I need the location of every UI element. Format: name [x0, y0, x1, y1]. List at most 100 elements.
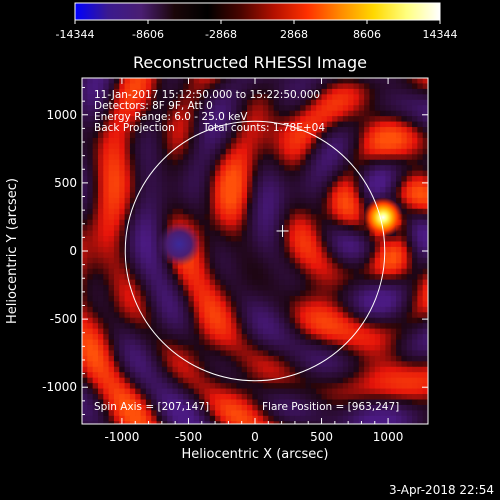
fringe-cell [92, 159, 99, 166]
fringe-cell [87, 241, 94, 248]
fringe-cell [231, 176, 237, 183]
fringe-cell [337, 176, 344, 183]
fringe-cell [305, 377, 312, 384]
fringe-cell [204, 301, 211, 308]
fringe-cell [204, 285, 211, 292]
fringe-cell [215, 274, 221, 281]
fringe-cell [97, 394, 104, 401]
fringe-cell [348, 404, 355, 411]
fringe-cell [401, 355, 408, 362]
fringe-cell [342, 94, 349, 101]
fringe-cell [294, 388, 301, 395]
fringe-cell [401, 295, 408, 303]
fringe-cell [204, 410, 211, 417]
fringe-cell [364, 127, 371, 134]
fringe-cell [369, 137, 376, 144]
fringe-cell [412, 263, 418, 270]
fringe-cell [390, 350, 397, 357]
fringe-cell [103, 214, 110, 221]
fringe-cell [215, 306, 221, 313]
fringe-cell [369, 170, 376, 177]
fringe-cell [215, 214, 221, 221]
fringe-cell [177, 383, 184, 390]
fringe-cell [348, 208, 355, 215]
fringe-cell [412, 274, 418, 281]
fringe-cell [422, 301, 428, 308]
fringe-cell [193, 137, 200, 144]
fringe-cell [284, 355, 291, 362]
fringe-cell [417, 279, 424, 286]
fringe-cell [236, 214, 243, 221]
fringe-cell [364, 404, 371, 411]
fringe-cell [284, 295, 291, 303]
fringe-cell [82, 279, 88, 286]
fringe-cell [113, 344, 120, 352]
fringe-cell [326, 415, 333, 422]
fringe-cell [113, 143, 120, 150]
fringe-cell [417, 246, 424, 253]
fringe-cell [103, 306, 110, 313]
fringe-cell [294, 279, 301, 286]
fringe-cell [337, 301, 344, 308]
fringe-cell [422, 143, 428, 150]
fringe-cell [252, 159, 259, 166]
fringe-cell [273, 263, 280, 270]
fringe-cell [172, 143, 179, 150]
fringe-cell [294, 159, 301, 166]
spin-axis-crosshair [276, 224, 289, 237]
fringe-cell [220, 328, 227, 335]
fringe-cell [348, 197, 355, 204]
fringe-cell [161, 377, 168, 384]
fringe-cell [422, 154, 428, 161]
fringe-cell [87, 99, 94, 106]
fringe-cell [278, 83, 285, 90]
fringe-cell [124, 208, 131, 215]
fringe-cell [225, 410, 232, 417]
fringe-cell [358, 323, 365, 330]
fringe-cell [236, 176, 243, 183]
fringe-cell [268, 274, 275, 281]
fringe-cell [310, 404, 317, 411]
fringe-cell [252, 116, 259, 123]
fringe-cell [401, 192, 408, 199]
fringe-cell [385, 312, 392, 319]
fringe-cell [364, 317, 371, 324]
fringe-cell [353, 148, 360, 155]
fringe-cell [348, 219, 355, 226]
fringe-cell [97, 415, 104, 422]
fringe-cell [204, 154, 211, 161]
fringe-cell [92, 192, 99, 199]
fringe-cell [412, 410, 418, 417]
fringe-cell [97, 312, 104, 319]
fringe-cell [422, 197, 428, 204]
fringe-cell [289, 257, 296, 264]
fringe-cell [348, 192, 355, 199]
fringe-cell [422, 339, 428, 346]
fringe-cell [145, 176, 152, 183]
fringe-cell [401, 377, 408, 384]
fringe-cell [364, 78, 371, 85]
fringe-cell [151, 301, 158, 308]
fringe-cell [215, 394, 221, 401]
fringe-cell [204, 132, 211, 139]
fringe-cell [412, 121, 418, 128]
fringe-cell [412, 344, 418, 352]
fringe-cell [262, 301, 269, 308]
fringe-cell [167, 143, 174, 150]
fringe-cell [87, 377, 94, 384]
fringe-cell [332, 208, 339, 215]
fringe-cell [209, 252, 216, 259]
fringe-cell [310, 230, 317, 237]
fringe-cell [396, 323, 402, 330]
fringe-cell [124, 186, 131, 194]
fringe-cell [204, 105, 211, 112]
fringe-cell [124, 230, 131, 237]
fringe-cell [342, 99, 349, 106]
fringe-cell [262, 186, 269, 194]
fringe-cell [129, 236, 136, 243]
fringe-cell [374, 312, 381, 319]
fringe-cell [183, 83, 190, 90]
fringe-cell [129, 350, 136, 357]
fringe-cell [82, 143, 88, 150]
fringe-cell [140, 334, 147, 341]
